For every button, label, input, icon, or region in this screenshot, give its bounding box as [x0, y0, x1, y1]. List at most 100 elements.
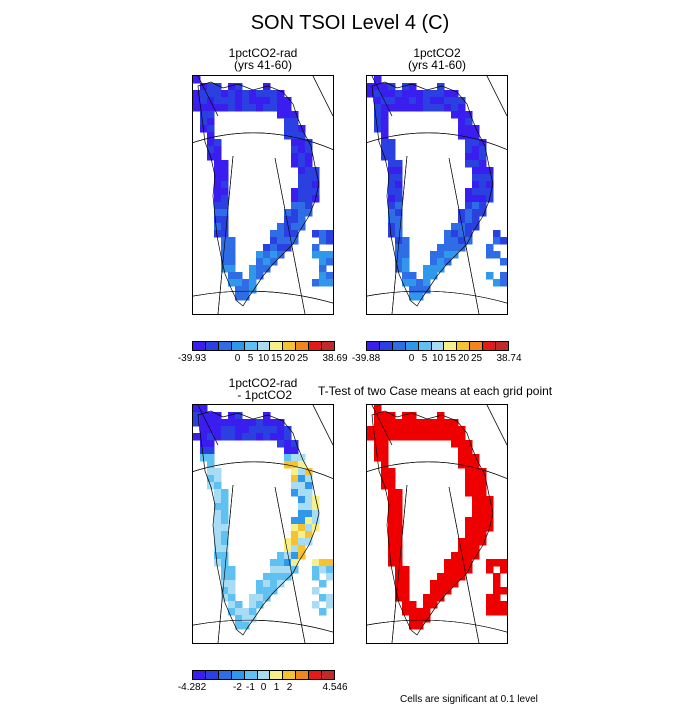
grid-cell [200, 111, 208, 119]
grid-cell [235, 608, 243, 616]
grid-cell [381, 118, 389, 126]
grid-cell [277, 580, 285, 588]
grid-cell [298, 146, 306, 154]
grid-cell [374, 447, 382, 455]
grid-cell [472, 202, 480, 210]
grid-cell [228, 419, 236, 427]
grid-cell [326, 251, 333, 259]
grid-cell [214, 97, 222, 105]
colorbar-3 [192, 670, 335, 680]
grid-cell [465, 216, 473, 224]
grid-cell [291, 202, 299, 210]
grid-cell [444, 90, 452, 98]
grid-cell [472, 132, 480, 140]
grid-cell [402, 272, 410, 280]
grid-cell [263, 573, 271, 581]
grid-cell [256, 433, 264, 441]
grid-cell [486, 601, 494, 609]
colorbar-swatch [218, 671, 232, 679]
grid-cell [493, 251, 501, 259]
grid-cell [472, 160, 480, 168]
colorbar-swatch [205, 671, 219, 679]
grid-cell [207, 83, 215, 91]
grid-cell [395, 594, 403, 602]
colorbar-swatch [457, 342, 471, 350]
grid-cell [409, 104, 417, 112]
grid-cell [437, 573, 445, 581]
grid-cell [486, 188, 494, 196]
grid-cell [374, 118, 382, 126]
grid-cell [458, 447, 466, 455]
grid-cell [270, 251, 278, 259]
grid-cell [458, 97, 466, 105]
grid-cell [200, 118, 208, 126]
grid-cell [214, 468, 222, 476]
grid-cell [249, 426, 257, 434]
grid-cell [200, 104, 208, 112]
grid-cell [437, 587, 445, 595]
grid-cell [486, 251, 494, 259]
grid-cell [200, 447, 208, 455]
grid-cell [270, 573, 278, 581]
grid-cell [207, 426, 215, 434]
grid-cell [305, 160, 313, 168]
grid-cell [284, 440, 292, 448]
grid-cell [263, 426, 271, 434]
grid-cell [409, 293, 417, 301]
grid-cell [249, 272, 257, 280]
grid-cell [437, 251, 445, 259]
grid-cell [486, 244, 494, 252]
grid-cell [430, 258, 438, 266]
grid-cell [326, 573, 333, 581]
grid-cell [374, 419, 382, 427]
grid-cell [235, 272, 243, 280]
grid-cell [374, 405, 382, 413]
grid-cell [451, 223, 459, 231]
grid-cell [256, 258, 264, 266]
grid-cell [200, 412, 208, 420]
grid-cell [409, 412, 417, 420]
grid-cell [423, 433, 431, 441]
grid-cell [458, 454, 466, 462]
grid-cell [214, 419, 222, 427]
grid-cell [305, 209, 313, 217]
colorbar-swatch [244, 671, 258, 679]
grid-cell [263, 265, 271, 273]
grid-cell [235, 83, 243, 91]
colorbar-swatch [431, 342, 445, 350]
grid-cell [277, 573, 285, 581]
grid-cell [416, 419, 424, 427]
grid-cell [242, 622, 250, 630]
colorbar-tick-label: 2 [286, 682, 293, 693]
grid-cell [395, 503, 403, 511]
grid-cell [291, 517, 299, 525]
colorbar-swatch [257, 342, 271, 350]
grid-cell [388, 160, 396, 168]
grid-cell [207, 104, 215, 112]
grid-cell [235, 622, 243, 630]
panel1-title-line1: 1pctCO2-rad [228, 46, 298, 60]
grid-cell [472, 216, 480, 224]
grid-cell [472, 146, 480, 154]
grid-cell [256, 97, 264, 105]
map-panel-2 [366, 75, 508, 315]
grid-cell [235, 90, 243, 98]
grid-cell [472, 139, 480, 147]
grid-cell [298, 153, 306, 161]
grid-cells [193, 76, 333, 301]
grid-cell [291, 195, 299, 203]
grid-cell [388, 174, 396, 182]
grid-cell [493, 580, 501, 588]
grid-cell [409, 615, 417, 623]
grid-cell [479, 475, 487, 483]
grid-cell [242, 97, 250, 105]
grid-cell [458, 125, 466, 133]
grid-cell [319, 272, 327, 280]
grid-cell [235, 286, 243, 294]
grid-cell [402, 244, 410, 252]
grid-cell [465, 538, 473, 546]
grid-cell [388, 482, 396, 490]
grid-cell [444, 251, 452, 259]
grid-cell [277, 566, 285, 574]
grid-cell [200, 405, 208, 413]
